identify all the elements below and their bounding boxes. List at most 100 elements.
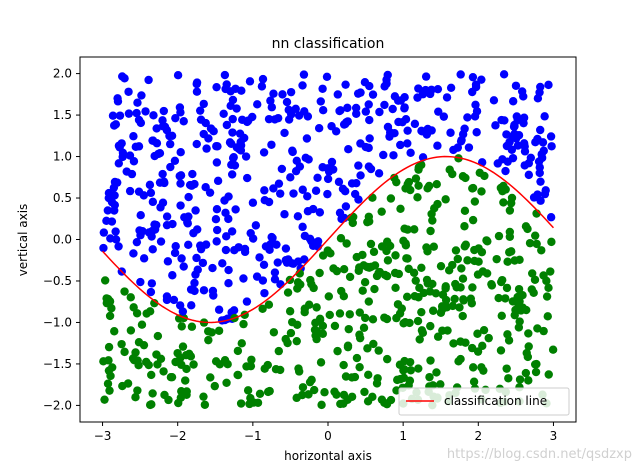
scatter-point-blue xyxy=(351,103,361,113)
scatter-point-green xyxy=(133,386,142,395)
scatter-point-blue xyxy=(159,106,169,116)
scatter-point-green xyxy=(525,238,535,248)
scatter-point-green xyxy=(492,254,501,264)
scatter-point-green xyxy=(460,222,469,231)
scatter-point-blue xyxy=(300,255,309,264)
scatter-point-green xyxy=(222,378,231,388)
scatter-point-green xyxy=(147,370,156,380)
scatter-point-green xyxy=(339,265,349,274)
watermark-text: https://blog.csdn.net/qsdzxp xyxy=(447,447,632,462)
scatter-point-green xyxy=(505,227,515,237)
scatter-point-green xyxy=(391,251,400,260)
scatter-point-blue xyxy=(281,244,291,253)
scatter-point-green xyxy=(369,339,378,349)
scatter-point-green xyxy=(448,301,457,311)
scatter-point-green xyxy=(360,313,370,323)
scatter-point-blue xyxy=(380,82,389,91)
scatter-point-blue xyxy=(293,212,303,221)
scatter-point-green xyxy=(285,307,295,316)
scatter-point-green xyxy=(105,311,115,321)
legend-label: classification line xyxy=(444,394,547,408)
y-tick-label: −1.0 xyxy=(43,315,72,329)
scatter-point-blue xyxy=(165,139,175,149)
scatter-point-blue xyxy=(190,286,199,296)
scatter-point-blue xyxy=(224,214,233,224)
scatter-point-blue xyxy=(156,203,165,212)
scatter-point-blue xyxy=(259,148,269,157)
y-tick-label: −2.0 xyxy=(43,398,72,412)
scatter-point-blue xyxy=(192,87,202,96)
scatter-point-green xyxy=(436,380,445,389)
scatter-point-blue xyxy=(175,103,185,112)
scatter-point-blue xyxy=(168,219,177,229)
scatter-point-blue xyxy=(111,120,121,129)
scatter-point-green xyxy=(441,282,450,291)
scatter-point-blue xyxy=(280,128,289,138)
scatter-point-blue xyxy=(117,139,126,148)
scatter-point-green xyxy=(182,390,191,400)
scatter-point-blue xyxy=(134,115,144,125)
scatter-point-blue xyxy=(299,70,309,79)
scatter-point-blue xyxy=(284,255,293,264)
scatter-point-green xyxy=(494,231,504,241)
scatter-point-green xyxy=(479,325,489,335)
scatter-point-blue xyxy=(338,184,348,194)
scatter-point-green xyxy=(451,246,461,255)
scatter-point-green xyxy=(255,389,265,399)
scatter-point-green xyxy=(274,346,284,356)
scatter-point-green xyxy=(315,268,324,278)
scatter-point-green xyxy=(337,286,346,296)
scatter-point-green xyxy=(494,293,503,303)
scatter-point-blue xyxy=(212,225,222,235)
scatter-point-green xyxy=(392,177,401,187)
scatter-point-green xyxy=(326,249,335,258)
scatter-point-green xyxy=(425,372,434,382)
scatter-point-blue xyxy=(315,208,325,217)
scatter-point-blue xyxy=(220,70,230,80)
scatter-point-blue xyxy=(303,192,312,201)
scatter-point-green xyxy=(402,292,412,301)
scatter-point-green xyxy=(413,316,423,326)
scatter-point-blue xyxy=(524,170,534,180)
scatter-point-green xyxy=(383,256,393,265)
scatter-point-green xyxy=(305,377,315,387)
scatter-point-green xyxy=(468,183,478,193)
scatter-point-green xyxy=(503,257,512,266)
scatter-point-green xyxy=(120,347,129,357)
scatter-point-blue xyxy=(278,90,287,99)
scatter-point-green xyxy=(306,275,315,285)
scatter-point-green xyxy=(401,241,411,250)
scatter-point-blue xyxy=(195,106,205,115)
scatter-point-blue xyxy=(389,151,398,160)
scatter-point-green xyxy=(436,261,446,271)
scatter-point-green xyxy=(243,386,253,395)
scatter-point-blue xyxy=(171,242,180,251)
scatter-point-blue xyxy=(114,242,123,251)
scatter-point-green xyxy=(293,284,302,293)
scatter-point-green xyxy=(343,341,353,350)
scatter-point-blue xyxy=(227,170,237,179)
scatter-point-blue xyxy=(114,159,123,168)
scatter-point-blue xyxy=(134,142,144,151)
scatter-point-blue xyxy=(208,286,218,296)
scatter-point-blue xyxy=(220,196,229,205)
x-tick-label: −1 xyxy=(244,429,262,443)
scatter-point-blue xyxy=(120,74,129,83)
scatter-point-blue xyxy=(176,201,185,210)
scatter-point-green xyxy=(499,198,508,207)
scatter-point-green xyxy=(432,368,441,377)
scatter-point-blue xyxy=(502,130,511,139)
scatter-point-green xyxy=(364,297,374,306)
scatter-point-blue xyxy=(324,167,334,176)
scatter-point-green xyxy=(369,247,379,257)
scatter-point-blue xyxy=(191,206,200,215)
scatter-point-blue xyxy=(166,162,175,172)
scatter-point-blue xyxy=(258,74,268,84)
scatter-point-green xyxy=(426,321,435,331)
scatter-point-green xyxy=(166,372,176,382)
scatter-point-green xyxy=(153,331,163,341)
scatter-point-blue xyxy=(218,259,227,268)
scatter-point-blue xyxy=(540,112,549,121)
y-tick-label: −1.5 xyxy=(43,357,72,371)
scatter-point-blue xyxy=(260,186,269,195)
